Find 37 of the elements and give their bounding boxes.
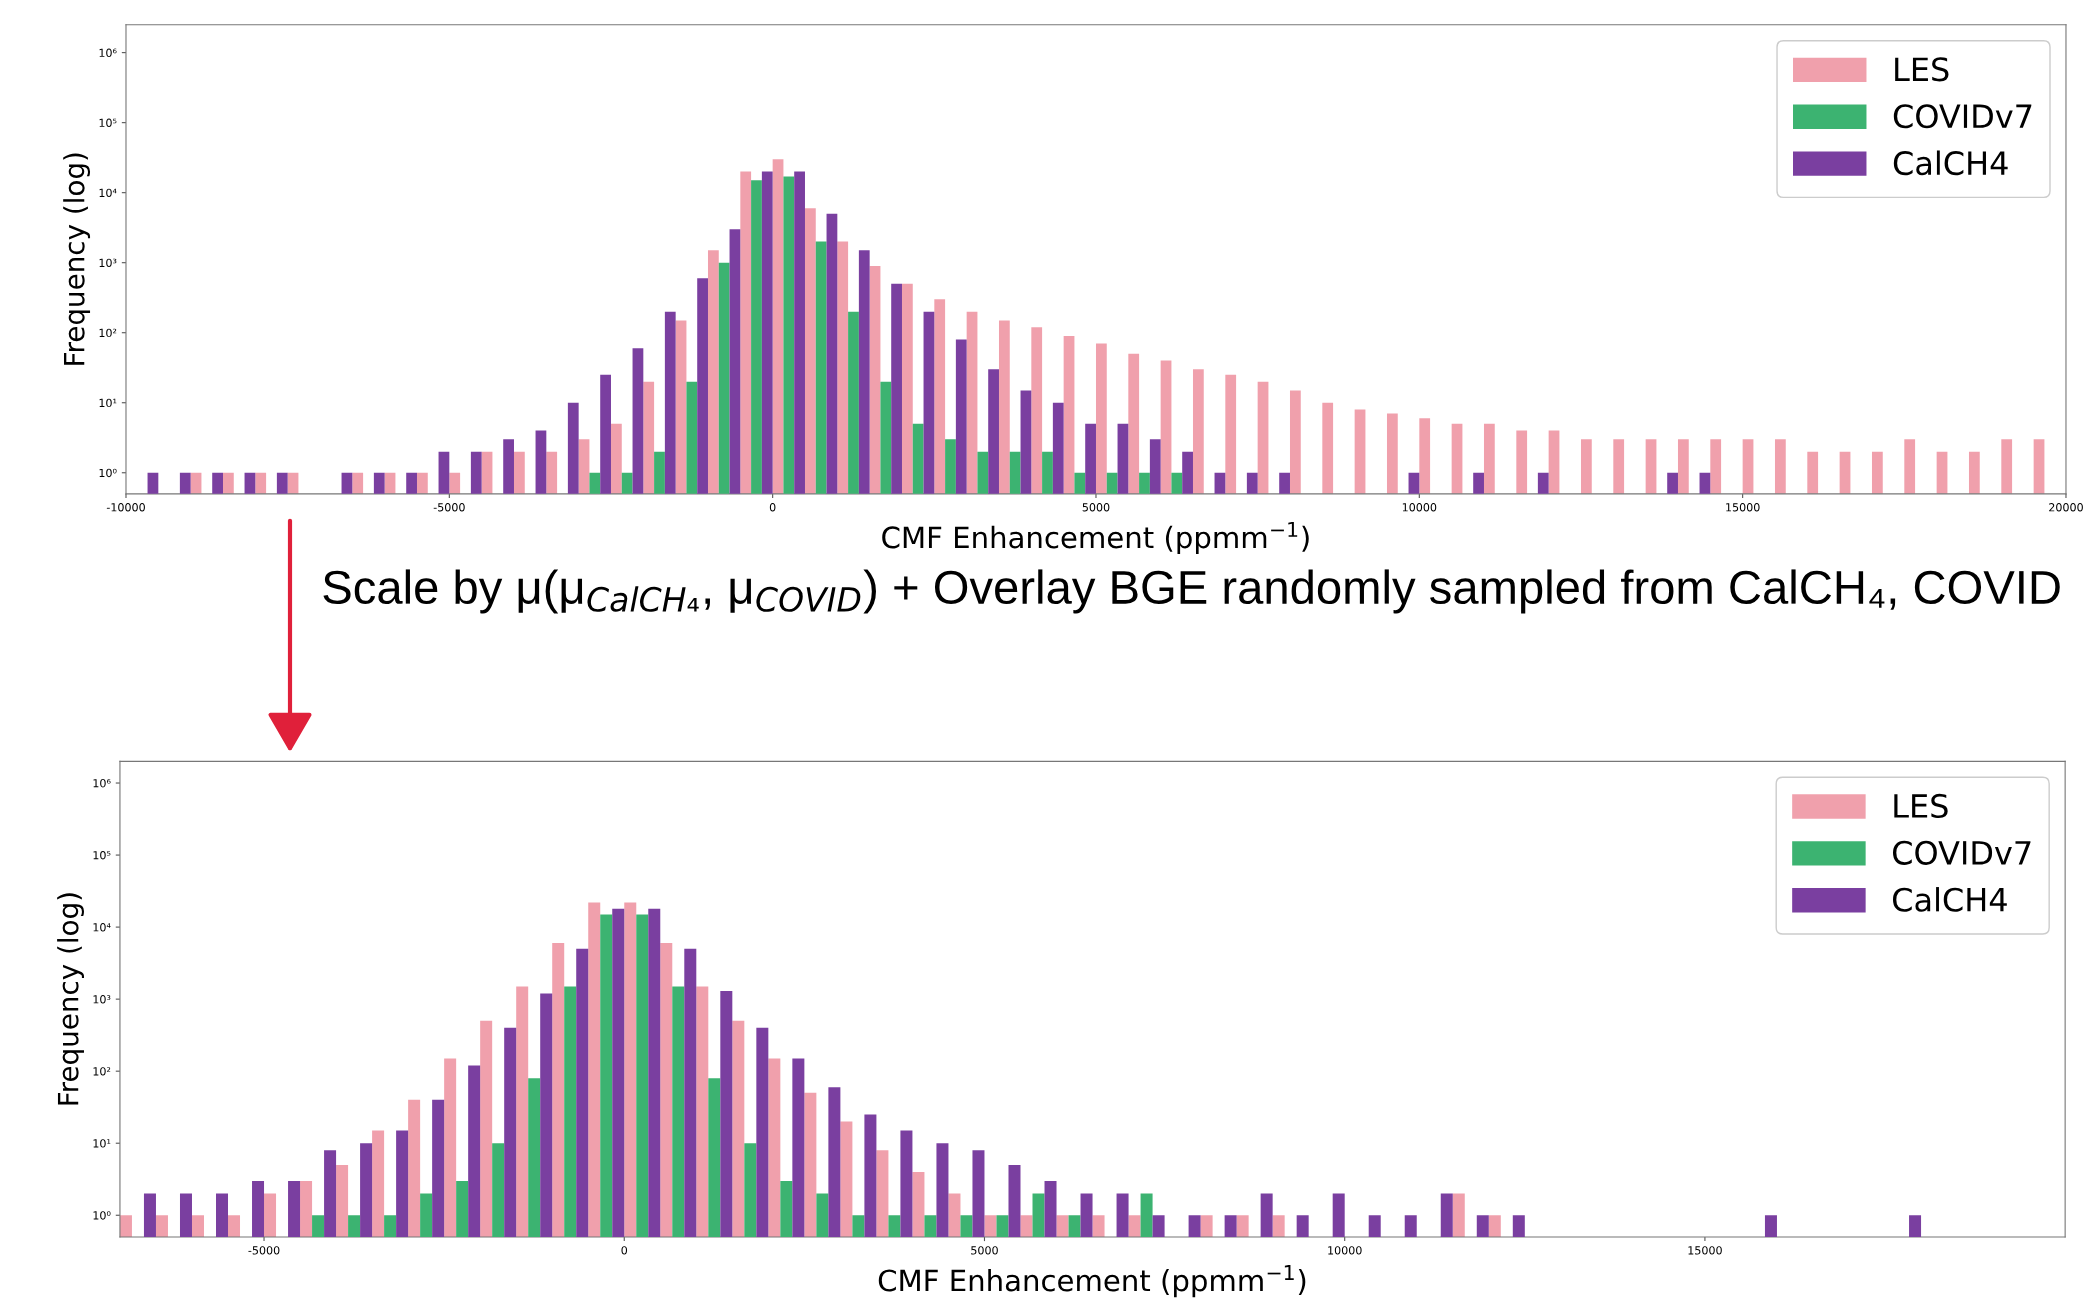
x-tick-label: -5000 [248, 1246, 280, 1255]
legend-label: CalCH4 [1892, 887, 2007, 912]
legend-label: LES [1894, 793, 1948, 819]
x-tick-label: 15000 [1688, 1246, 1722, 1255]
text: Scale by μ(μ$_{CalCH₄}$, μ$_{COVID}$) + Overlay BGE randomly sampled from CalCH₄, COVID [323, 569, 2060, 614]
y-tick-label: 10² [99, 328, 117, 338]
x-axis-title: CMF Enhancement (ppmm$^{−1}$) [882, 521, 1309, 555]
x-tick-label: 0 [769, 503, 776, 512]
y-tick-label: 10⁰ [93, 1211, 111, 1220]
y-axis-title: Frequency (log) [57, 893, 84, 1105]
y-tick-label: 10³ [99, 258, 117, 268]
x-tick-label: -10000 [106, 503, 145, 512]
legend-label: COVIDv7 [1893, 104, 2032, 129]
y-tick-label: 10⁴ [93, 923, 111, 932]
legend-label: COVIDv7 [1892, 840, 2031, 865]
y-axis-title: Frequency (log) [63, 153, 91, 365]
x-tick-label: 5000 [1082, 503, 1110, 512]
y-tick-label: 10¹ [93, 1139, 111, 1148]
y-tick-label: 10⁰ [99, 468, 117, 478]
x-tick-label: 5000 [971, 1246, 998, 1255]
y-tick-label: 10⁴ [99, 188, 117, 198]
y-tick-label: 10⁵ [99, 118, 117, 128]
y-tick-label: 10¹ [99, 398, 117, 408]
x-tick-label: 10000 [1328, 1246, 1362, 1255]
x-tick-label: 15000 [1726, 503, 1760, 512]
y-tick-label: 10⁶ [93, 779, 111, 788]
y-tick-label: 10⁵ [93, 851, 111, 860]
x-axis-title: CMF Enhancement (ppmm$^{−1}$) [878, 1265, 1306, 1298]
y-tick-label: 10³ [93, 995, 111, 1004]
legend-label: CalCH4 [1893, 150, 2008, 176]
y-tick-label: 10² [93, 1067, 111, 1076]
x-tick-label: -5000 [433, 503, 465, 512]
x-tick-label: 0 [621, 1246, 628, 1255]
x-tick-label: 10000 [1402, 503, 1437, 512]
y-tick-label: 10⁶ [99, 48, 117, 57]
x-tick-label: 20000 [2049, 503, 2083, 512]
legend-label: LES [1895, 57, 1949, 82]
